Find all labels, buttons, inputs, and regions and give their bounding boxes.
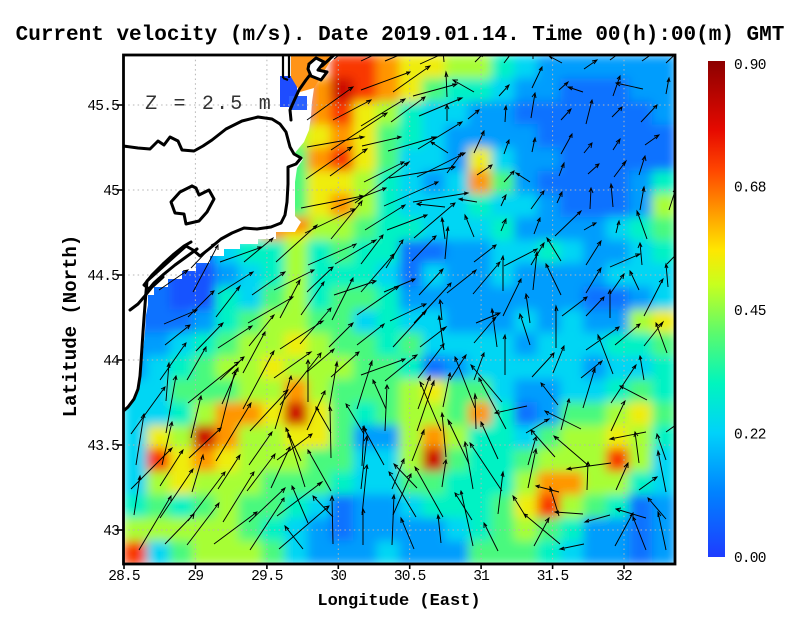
svg-text:0.68: 0.68 [734, 181, 766, 197]
svg-text:Latitude (North): Latitude (North) [60, 235, 82, 417]
svg-text:Current velocity (m/s). Date 2: Current velocity (m/s). Date 2019.01.14.… [16, 24, 785, 47]
svg-text:43: 43 [103, 524, 119, 540]
svg-text:30: 30 [330, 569, 346, 585]
svg-text:31: 31 [473, 569, 489, 585]
svg-text:43.5: 43.5 [87, 439, 119, 455]
svg-text:45: 45 [103, 184, 119, 200]
svg-text:44.5: 44.5 [87, 269, 119, 285]
svg-text:0.00: 0.00 [734, 551, 766, 567]
svg-text:29: 29 [187, 569, 203, 585]
svg-text:28.5: 28.5 [108, 569, 140, 585]
svg-text:Z = 2.5 m: Z = 2.5 m [145, 93, 273, 116]
svg-text:0.22: 0.22 [734, 428, 766, 444]
svg-text:32: 32 [616, 569, 632, 585]
svg-text:0.45: 0.45 [734, 304, 766, 320]
svg-text:30.5: 30.5 [394, 569, 426, 585]
svg-text:Longitude (East): Longitude (East) [317, 592, 480, 611]
svg-text:31.5: 31.5 [537, 569, 569, 585]
svg-text:0.90: 0.90 [734, 58, 766, 74]
svg-text:45.5: 45.5 [87, 99, 119, 115]
svg-text:44: 44 [103, 354, 119, 370]
svg-text:29.5: 29.5 [251, 569, 283, 585]
